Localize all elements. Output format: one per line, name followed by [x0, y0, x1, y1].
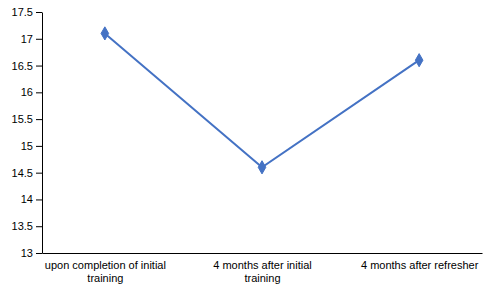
y-tick-mark: [36, 173, 42, 174]
y-tick-mark: [36, 39, 42, 40]
chart: 13 13.5 14 14.5 15 15.5 16 16.5 17 17.5 upon compl…: [0, 0, 500, 299]
x-tick: 4 months after refresher: [361, 259, 479, 271]
y-tick: 14.5: [12, 167, 42, 179]
x-tick: upon completion of initialtraining: [45, 259, 166, 284]
y-tick: 17.5: [12, 6, 42, 18]
x-axis: upon completion of initialtraining4 mont…: [43, 254, 483, 285]
y-tick-label: 15: [21, 140, 33, 152]
y-tick: 16.5: [12, 60, 42, 72]
y-tick: 13: [21, 247, 42, 259]
x-tick-label: upon completion of initialtraining: [45, 259, 166, 284]
x-tick-label-line: 4 months after refresher: [361, 259, 479, 271]
y-tick-label: 15.5: [12, 113, 33, 125]
x-tick-label-line: training: [87, 272, 123, 284]
y-axis: 13 13.5 14 14.5 15 15.5 16 16.5 17 17.5: [12, 6, 43, 259]
y-tick-mark: [36, 119, 42, 120]
y-tick-mark: [36, 92, 42, 93]
y-tick: 14: [21, 193, 42, 205]
y-tick: 13.5: [12, 220, 42, 232]
point: [415, 54, 423, 67]
y-tick-mark: [36, 226, 42, 227]
x-tick-label-line: upon completion of initial: [45, 259, 166, 271]
x-tick-label: 4 months after initialtraining: [213, 259, 311, 284]
y-tick-label: 14.5: [12, 167, 33, 179]
y-tick-label: 14: [21, 193, 33, 205]
y-tick-label: 16: [21, 86, 33, 98]
point: [258, 161, 266, 174]
plot-area: 13 13.5 14 14.5 15 15.5 16 16.5 17 17.5 upon compl…: [12, 6, 483, 284]
y-tick: 17: [21, 33, 42, 45]
y-tick-label: 13: [21, 247, 33, 259]
y-tick-label: 17: [21, 33, 33, 45]
y-tick-label: 13.5: [12, 220, 33, 232]
marks: [101, 27, 423, 174]
x-tick-label: 4 months after refresher: [361, 259, 479, 271]
y-tick-label: 17.5: [12, 6, 33, 18]
y-axis-line: [42, 13, 43, 254]
y-tick-mark: [36, 199, 42, 200]
y-tick: 16: [21, 86, 42, 98]
x-tick-label-line: training: [244, 272, 280, 284]
x-tick-label-line: 4 months after initial: [213, 259, 311, 271]
y-tick: 15: [21, 140, 42, 152]
line: [105, 33, 419, 167]
y-tick-mark: [36, 66, 42, 67]
y-tick-mark: [36, 146, 42, 147]
x-tick: 4 months after initialtraining: [213, 259, 311, 284]
x-axis-line: [43, 253, 483, 254]
point: [101, 27, 109, 40]
y-tick-label: 16.5: [12, 60, 33, 72]
y-tick-mark: [36, 253, 42, 254]
y-tick-mark: [36, 12, 42, 13]
y-tick: 15.5: [12, 113, 42, 125]
